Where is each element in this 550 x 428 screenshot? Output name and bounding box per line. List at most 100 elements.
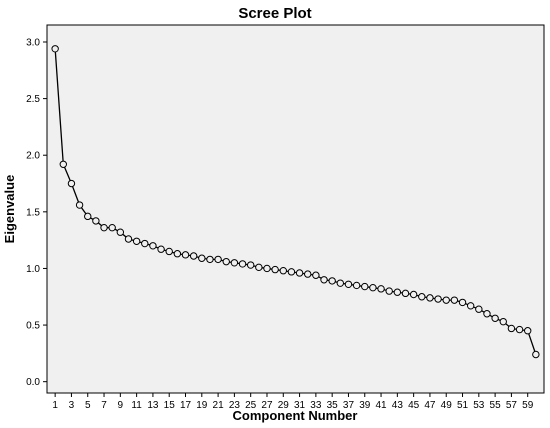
x-tick-label: 37: [343, 400, 355, 411]
data-point-21: [214, 255, 222, 264]
x-tick-label: 7: [101, 400, 107, 411]
data-point-43: [393, 288, 402, 296]
data-point-26: [255, 263, 263, 272]
x-axis-label: Component Number: [233, 408, 358, 423]
data-point-46: [418, 293, 426, 301]
x-tick-label: 5: [85, 400, 91, 411]
x-tick-label: 21: [213, 400, 225, 411]
data-point-50: [450, 296, 459, 304]
data-point-34: [320, 276, 328, 284]
plot-area: [46, 24, 545, 394]
y-axis-label: Eigenvalue: [2, 175, 17, 244]
y-tick-label: 2.0: [26, 151, 40, 162]
x-tick-label: 31: [294, 400, 306, 411]
data-point-29: [279, 267, 287, 275]
data-point-20: [206, 255, 214, 264]
data-point-60: [532, 350, 540, 359]
data-point-13: [149, 242, 157, 250]
data-point-57: [507, 324, 516, 333]
data-point-14: [157, 245, 165, 253]
x-tick-label: 53: [473, 400, 485, 411]
x-tick-label: 55: [490, 400, 502, 411]
data-point-22: [222, 257, 230, 266]
x-tick-label: 13: [147, 400, 159, 411]
y-tick-label: 3.0: [26, 37, 40, 48]
data-point-7: [100, 223, 108, 232]
y-tick-label: 0.0: [26, 377, 40, 388]
data-point-36: [336, 279, 345, 287]
data-point-55: [491, 314, 499, 322]
data-point-31: [295, 269, 304, 277]
data-point-58: [515, 325, 524, 334]
data-point-30: [287, 268, 296, 276]
y-tick-label: 1.0: [26, 264, 40, 275]
data-point-25: [246, 261, 255, 269]
x-tick-label: 25: [245, 400, 257, 411]
data-point-16: [173, 250, 182, 258]
data-point-23: [230, 259, 239, 267]
data-point-10: [124, 235, 133, 243]
x-tick-label: 39: [359, 400, 371, 411]
x-tick-label: 59: [522, 400, 534, 411]
data-point-24: [238, 260, 247, 268]
x-tick-label: 3: [69, 400, 75, 411]
x-tick-label: 11: [131, 400, 142, 411]
x-tick-label: 57: [506, 400, 518, 411]
data-point-4: [75, 201, 84, 209]
data-point-37: [344, 280, 353, 288]
data-point-40: [369, 283, 377, 292]
data-point-15: [165, 247, 173, 256]
data-point-9: [116, 228, 125, 236]
data-point-11: [132, 237, 141, 245]
data-point-48: [434, 295, 442, 303]
data-point-38: [352, 281, 361, 290]
x-tick-label: 17: [180, 400, 192, 411]
x-tick-label: 9: [118, 400, 124, 411]
data-point-17: [181, 251, 190, 259]
data-point-51: [458, 298, 467, 307]
x-axis: 1 3 5 7 9 11 13 15 17 19 21 23 25 27 29 31 33 35 37 39 41 43 4…: [52, 393, 534, 411]
y-tick-label: 2.5: [26, 94, 40, 105]
data-point-8: [108, 223, 116, 232]
x-tick-label: 41: [375, 400, 387, 411]
data-point-52: [466, 302, 475, 310]
x-tick-label: 33: [310, 400, 322, 411]
data-point-41: [377, 285, 385, 293]
data-point-28: [271, 265, 279, 274]
data-point-33: [312, 271, 320, 279]
x-tick-label: 35: [327, 400, 339, 411]
data-point-56: [499, 317, 507, 326]
data-point-32: [304, 270, 312, 278]
data-point-2: [59, 160, 67, 168]
chart-title: Scree Plot: [238, 5, 311, 22]
y-tick-label: 1.5: [26, 207, 40, 218]
data-point-1: [51, 45, 59, 53]
data-point-5: [84, 212, 92, 221]
x-tick-label: 51: [457, 400, 469, 411]
data-point-59: [524, 327, 532, 335]
x-tick-label: 23: [229, 400, 241, 411]
data-point-42: [385, 287, 393, 295]
data-point-12: [141, 239, 149, 248]
y-tick-label: 0.5: [26, 321, 40, 332]
x-tick-label: 47: [424, 400, 436, 411]
x-tick-label: 45: [408, 400, 420, 411]
data-point-54: [483, 310, 491, 318]
data-series: [51, 45, 540, 359]
data-point-49: [442, 296, 450, 304]
data-point-18: [189, 252, 198, 260]
x-tick-label: 15: [164, 400, 176, 411]
data-point-47: [426, 294, 434, 302]
data-point-6: [92, 217, 100, 225]
data-point-39: [361, 282, 369, 291]
data-point-44: [401, 289, 410, 298]
data-point-3: [67, 179, 76, 188]
x-tick-label: 49: [441, 400, 453, 411]
data-point-35: [328, 277, 336, 285]
data-point-19: [198, 254, 206, 262]
x-tick-label: 29: [278, 400, 290, 411]
x-tick-label: 1: [52, 400, 58, 411]
data-point-53: [475, 305, 483, 313]
data-point-27: [263, 264, 271, 273]
